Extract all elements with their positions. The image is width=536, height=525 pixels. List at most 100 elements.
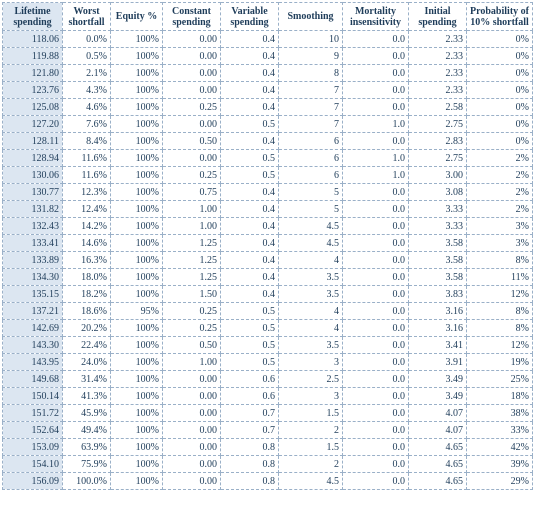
variable-spending-cell: 0.4 (220, 285, 279, 303)
probability-shortfall-cell: 18% (466, 387, 533, 405)
worst-shortfall-cell: 16.3% (62, 251, 111, 269)
smoothing-cell: 4.5 (278, 234, 343, 252)
probability-shortfall-cell: 8% (466, 251, 533, 269)
column-header-mortality-insensitivity: Mortality insensitivity (342, 2, 409, 31)
equity-cell: 100% (110, 404, 163, 422)
equity-cell: 100% (110, 353, 163, 371)
constant-spending-cell: 0.00 (162, 47, 221, 65)
worst-shortfall-cell: 12.4% (62, 200, 111, 218)
equity-cell: 100% (110, 200, 163, 218)
smoothing-cell: 5 (278, 200, 343, 218)
column-header-lifetime-spending: Lifetime spending (2, 2, 63, 31)
probability-shortfall-cell: 0% (466, 30, 533, 48)
table-row: 128.11 8.4% 100% 0.50 0.4 6 0.0 2.83 0% (2, 132, 533, 150)
column-header-equity: Equity % (110, 2, 163, 31)
initial-spending-cell: 2.58 (408, 98, 467, 116)
worst-shortfall-cell: 31.4% (62, 370, 111, 388)
worst-shortfall-cell: 18.6% (62, 302, 111, 320)
lifetime-spending-cell: 153.09 (2, 438, 63, 456)
table-row: 130.06 11.6% 100% 0.25 0.5 6 1.0 3.00 2% (2, 166, 533, 184)
probability-shortfall-cell: 2% (466, 183, 533, 201)
probability-shortfall-cell: 11% (466, 268, 533, 286)
worst-shortfall-cell: 100.0% (62, 472, 111, 490)
probability-shortfall-cell: 0% (466, 81, 533, 99)
table-row: 142.69 20.2% 100% 0.25 0.5 4 0.0 3.16 8% (2, 319, 533, 337)
mortality-insensitivity-cell: 0.0 (342, 438, 409, 456)
lifetime-spending-cell: 131.82 (2, 200, 63, 218)
table-row: 132.43 14.2% 100% 1.00 0.4 4.5 0.0 3.33 3% (2, 217, 533, 235)
probability-shortfall-cell: 33% (466, 421, 533, 439)
equity-cell: 100% (110, 472, 163, 490)
worst-shortfall-cell: 18.0% (62, 268, 111, 286)
initial-spending-cell: 2.33 (408, 81, 467, 99)
smoothing-cell: 3 (278, 353, 343, 371)
probability-shortfall-cell: 2% (466, 200, 533, 218)
initial-spending-cell: 4.07 (408, 404, 467, 422)
column-header-worst-shortfall: Worst shortfall (62, 2, 111, 31)
probability-shortfall-cell: 12% (466, 285, 533, 303)
probability-shortfall-cell: 39% (466, 455, 533, 473)
mortality-insensitivity-cell: 1.0 (342, 115, 409, 133)
probability-shortfall-cell: 12% (466, 336, 533, 354)
smoothing-cell: 3.5 (278, 285, 343, 303)
initial-spending-cell: 3.58 (408, 251, 467, 269)
smoothing-cell: 7 (278, 81, 343, 99)
smoothing-cell: 4.5 (278, 217, 343, 235)
worst-shortfall-cell: 0.5% (62, 47, 111, 65)
equity-cell: 100% (110, 81, 163, 99)
constant-spending-cell: 0.25 (162, 319, 221, 337)
initial-spending-cell: 3.58 (408, 268, 467, 286)
lifetime-spending-cell: 134.30 (2, 268, 63, 286)
lifetime-spending-cell: 121.80 (2, 64, 63, 82)
worst-shortfall-cell: 14.6% (62, 234, 111, 252)
probability-shortfall-cell: 0% (466, 132, 533, 150)
equity-cell: 100% (110, 166, 163, 184)
probability-shortfall-cell: 0% (466, 47, 533, 65)
variable-spending-cell: 0.4 (220, 47, 279, 65)
equity-cell: 100% (110, 421, 163, 439)
worst-shortfall-cell: 49.4% (62, 421, 111, 439)
equity-cell: 100% (110, 47, 163, 65)
probability-shortfall-cell: 38% (466, 404, 533, 422)
column-header-constant-spending: Constant spending (162, 2, 221, 31)
mortality-insensitivity-cell: 0.0 (342, 132, 409, 150)
constant-spending-cell: 0.25 (162, 166, 221, 184)
lifetime-spending-cell: 133.41 (2, 234, 63, 252)
lifetime-spending-cell: 123.76 (2, 81, 63, 99)
worst-shortfall-cell: 20.2% (62, 319, 111, 337)
probability-shortfall-cell: 3% (466, 234, 533, 252)
worst-shortfall-cell: 4.6% (62, 98, 111, 116)
equity-cell: 100% (110, 336, 163, 354)
initial-spending-cell: 2.33 (408, 30, 467, 48)
mortality-insensitivity-cell: 0.0 (342, 234, 409, 252)
mortality-insensitivity-cell: 1.0 (342, 166, 409, 184)
variable-spending-cell: 0.4 (220, 64, 279, 82)
column-header-probability-shortfall: Probability of 10% shortfall (466, 2, 533, 31)
worst-shortfall-cell: 63.9% (62, 438, 111, 456)
initial-spending-cell: 3.16 (408, 302, 467, 320)
equity-cell: 100% (110, 438, 163, 456)
mortality-insensitivity-cell: 0.0 (342, 30, 409, 48)
smoothing-cell: 5 (278, 183, 343, 201)
lifetime-spending-cell: 152.64 (2, 421, 63, 439)
probability-shortfall-cell: 8% (466, 319, 533, 337)
constant-spending-cell: 0.00 (162, 455, 221, 473)
probability-shortfall-cell: 0% (466, 98, 533, 116)
equity-cell: 100% (110, 217, 163, 235)
mortality-insensitivity-cell: 0.0 (342, 472, 409, 490)
smoothing-cell: 4.5 (278, 472, 343, 490)
smoothing-cell: 2 (278, 421, 343, 439)
variable-spending-cell: 0.4 (220, 200, 279, 218)
constant-spending-cell: 0.00 (162, 64, 221, 82)
mortality-insensitivity-cell: 0.0 (342, 183, 409, 201)
initial-spending-cell: 2.75 (408, 115, 467, 133)
worst-shortfall-cell: 0.0% (62, 30, 111, 48)
lifetime-spending-cell: 118.06 (2, 30, 63, 48)
constant-spending-cell: 1.50 (162, 285, 221, 303)
table-row: 135.15 18.2% 100% 1.50 0.4 3.5 0.0 3.83 12% (2, 285, 533, 303)
mortality-insensitivity-cell: 0.0 (342, 404, 409, 422)
smoothing-cell: 8 (278, 64, 343, 82)
probability-shortfall-cell: 29% (466, 472, 533, 490)
variable-spending-cell: 0.4 (220, 217, 279, 235)
smoothing-cell: 2 (278, 455, 343, 473)
